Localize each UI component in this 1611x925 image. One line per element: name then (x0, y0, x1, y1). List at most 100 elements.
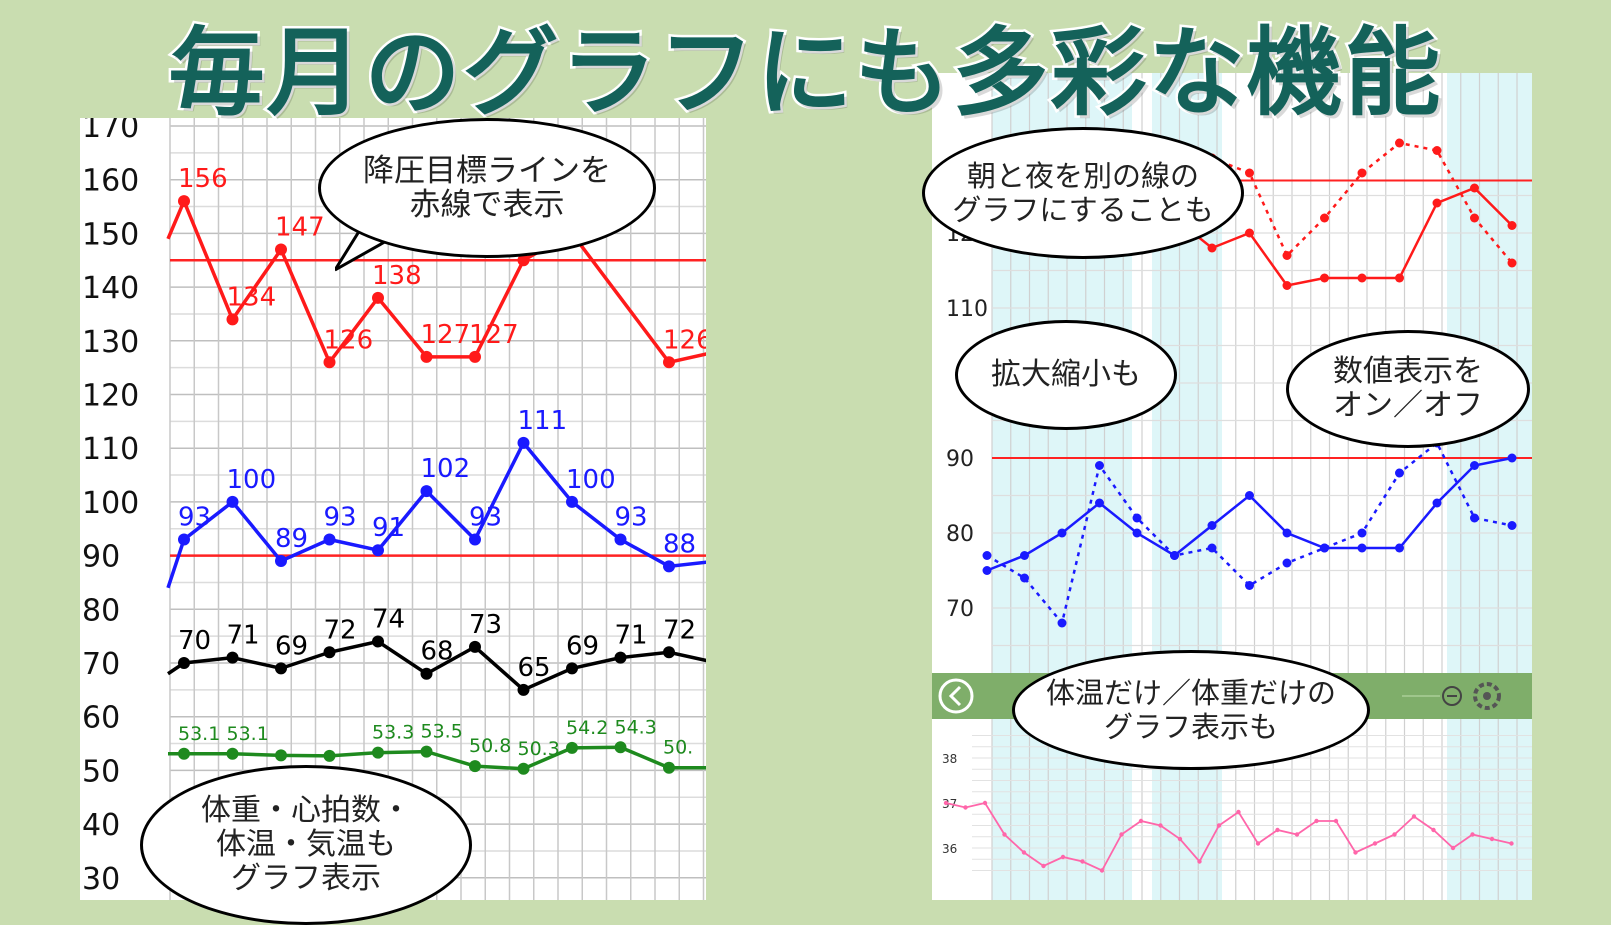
systolic-night-line (1211, 141, 1513, 264)
diastolic-point (178, 533, 190, 546)
diastolic-morning-point (1245, 491, 1254, 500)
y-tick-label: 90 (82, 540, 120, 575)
bubble-weight-etc: 体重・心拍数・ 体温・気温も グラフ表示 (140, 765, 472, 925)
diastolic-morning-point (1470, 461, 1479, 470)
pulse-point (226, 651, 239, 664)
diastolic-morning-point (1132, 528, 1142, 538)
gear-icon (1473, 682, 1501, 710)
pulse-point (372, 635, 384, 648)
systolic-line (166, 196, 706, 366)
bubble-values-toggle: 数値表示を オン／オフ (1286, 330, 1530, 448)
diastolic-point (566, 495, 578, 508)
weight-value-label: 50.8 (469, 735, 511, 757)
y-tick-label: 30 (82, 862, 120, 897)
systolic-value-label: 127 (421, 320, 471, 350)
weight-point (614, 741, 627, 754)
diastolic-night-point (1320, 543, 1329, 553)
diastolic-night-point (1095, 461, 1104, 470)
y-tick-label: 140 (82, 271, 139, 306)
temperature-point (1392, 832, 1397, 837)
systolic-value-label: 126 (324, 325, 374, 355)
diastolic-value-label: 102 (421, 454, 471, 484)
pulse-value-label: 69 (566, 631, 599, 661)
diastolic-morning-point (1395, 543, 1404, 553)
temperature-point (1314, 818, 1319, 824)
temperature-point (1138, 818, 1144, 824)
temperature-point (1158, 823, 1163, 828)
pulse-point (323, 646, 336, 659)
y-tick-label: 38 (942, 752, 957, 766)
pulse-point (566, 662, 578, 675)
temperature-point (1372, 841, 1378, 846)
temperature-point (1470, 832, 1475, 837)
systolic-morning-point (1432, 198, 1442, 208)
y-tick-label: 150 (82, 217, 139, 252)
diastolic-night-point (1245, 581, 1254, 590)
temperature-point (1333, 818, 1339, 824)
diastolic-morning-point (1057, 528, 1067, 538)
diastolic-night-point (1357, 528, 1367, 538)
diastolic-night-point (1020, 573, 1029, 583)
systolic-night-point (1320, 213, 1329, 223)
diastolic-morning-point (1507, 453, 1517, 463)
systolic-night-point (1507, 258, 1517, 268)
temperature-point (943, 800, 949, 806)
chevron-left-icon-glyph (948, 685, 962, 707)
diastolic-night-point (1470, 513, 1479, 523)
systolic-value-label: 138 (372, 261, 422, 291)
pulse-value-label: 71 (615, 621, 648, 651)
systolic-night-point (1470, 213, 1479, 223)
diastolic-value-label: 100 (566, 465, 616, 495)
diastolic-morning-point (1282, 528, 1292, 538)
systolic-morning-point (1207, 243, 1217, 253)
diastolic-value-label: 89 (275, 524, 308, 554)
y-tick-label: 100 (82, 486, 139, 521)
systolic-point (372, 291, 384, 304)
pulse-point (517, 683, 530, 696)
pulse-value-label: 72 (663, 615, 696, 645)
weight-point (663, 761, 675, 774)
systolic-point (323, 356, 336, 369)
diastolic-night-point (1282, 558, 1292, 568)
y-tick-label: 60 (82, 701, 120, 736)
weight-value-label: 53.3 (372, 722, 414, 744)
bubble-zoom: 拡大縮小も (955, 320, 1177, 430)
systolic-morning-point (1282, 281, 1292, 290)
temperature-point (1294, 832, 1300, 837)
diastolic-morning-point (1432, 498, 1442, 508)
diastolic-value-label: 88 (663, 529, 696, 559)
y-tick-label: 120 (82, 379, 139, 414)
pulse-value-label: 69 (275, 631, 308, 661)
y-tick-label: 170 (82, 118, 139, 145)
diastolic-point (275, 554, 287, 567)
pulse-value-label: 65 (518, 653, 551, 683)
diastolic-night-point (1057, 618, 1067, 628)
diastolic-value-label: 93 (324, 502, 357, 532)
pulse-point (420, 667, 433, 680)
weight-point (420, 745, 433, 758)
diastolic-value-label: 91 (372, 513, 405, 543)
systolic-morning-point (1357, 273, 1367, 283)
weight-value-label: 54.3 (615, 716, 657, 738)
diastolic-value-label: 111 (518, 406, 568, 436)
diastolic-value-label: 100 (227, 465, 277, 495)
systolic-morning-point (1507, 221, 1517, 230)
temperature-point (1489, 836, 1495, 842)
systolic-morning-point (1470, 183, 1479, 193)
y-tick-label: 160 (82, 164, 139, 199)
temperature-point (1041, 863, 1046, 869)
pulse-value-label: 74 (372, 605, 405, 635)
zoom-out-icon (1442, 686, 1462, 706)
weight-value-label: 50.3 (518, 738, 560, 760)
temperature-point (1197, 859, 1202, 864)
temperature-point (1275, 827, 1280, 833)
systolic-value-label: 127 (469, 320, 519, 350)
systolic-point (178, 195, 190, 208)
diastolic-morning-point (1020, 551, 1029, 560)
temperature-point (1002, 832, 1007, 837)
y-tick-label: 80 (82, 593, 120, 628)
weight-value-label: 54.2 (566, 717, 608, 739)
y-tick-label: 90 (946, 447, 974, 472)
diastolic-point (226, 495, 239, 508)
diastolic-point (469, 533, 481, 546)
